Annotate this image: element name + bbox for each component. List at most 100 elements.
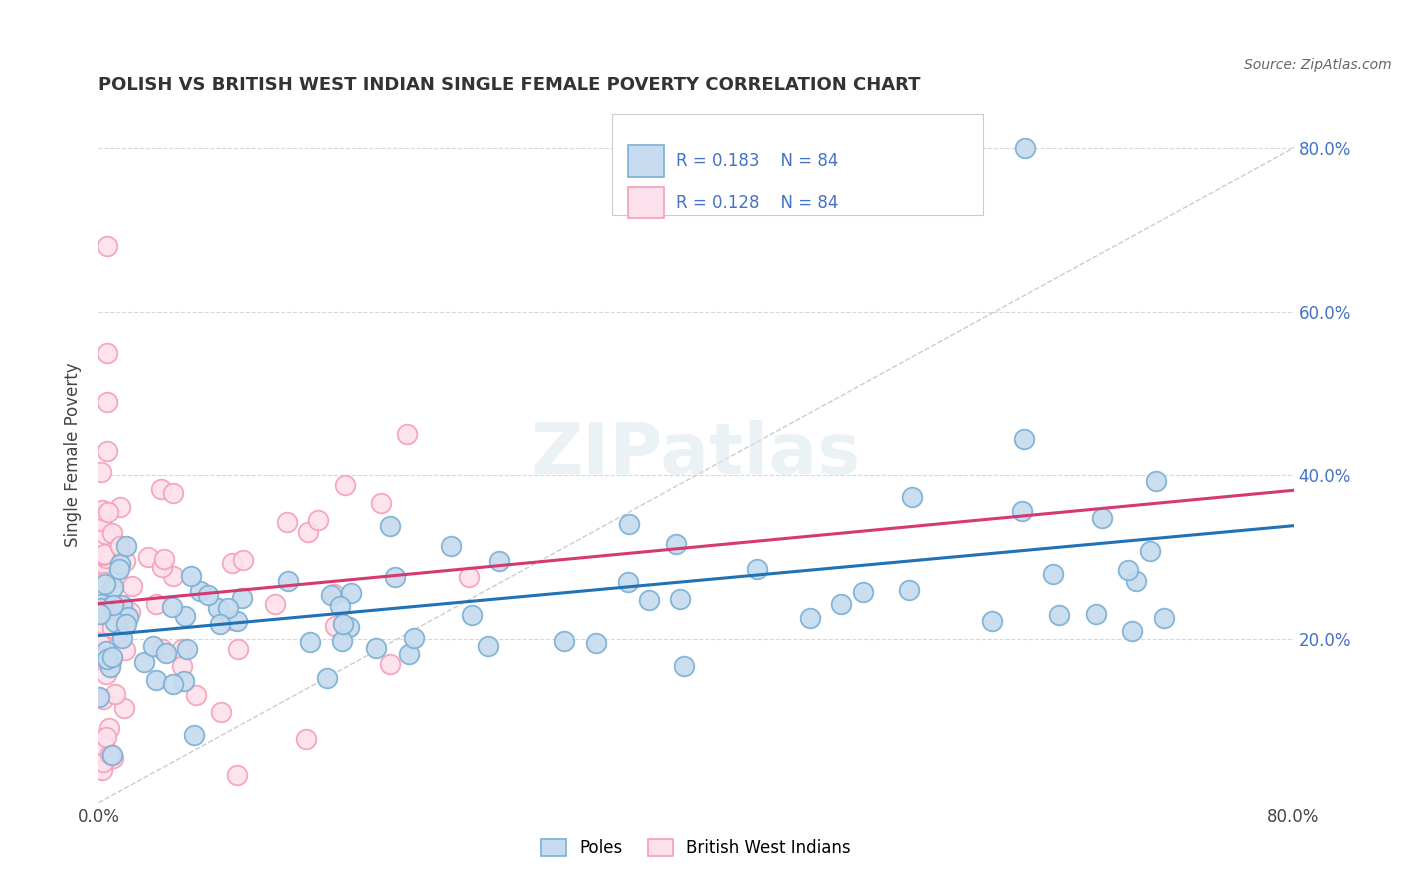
Point [295, 731, 318, 746]
Point [1011, 503, 1033, 517]
Point [440, 539, 463, 553]
Point [477, 639, 499, 653]
Point [89, 606, 111, 620]
Point [981, 614, 1004, 628]
Point [89, 606, 111, 620]
Point [98, 660, 121, 674]
Point [93, 574, 115, 589]
Point [112, 614, 135, 628]
Point [89, 511, 111, 525]
Point [153, 551, 176, 566]
Point [89, 607, 111, 622]
Point [101, 750, 124, 764]
Point [323, 618, 346, 632]
Point [94, 731, 117, 745]
Point [232, 553, 254, 567]
Point [100, 654, 122, 668]
Point [323, 587, 346, 601]
Point [89, 690, 111, 705]
Point [852, 585, 875, 599]
Point [378, 657, 401, 671]
Point [316, 672, 339, 686]
Point [90, 598, 112, 612]
Point [98, 747, 122, 761]
Point [94, 577, 117, 591]
Point [747, 562, 769, 576]
Point [108, 500, 131, 514]
Point [277, 574, 299, 588]
Point [111, 598, 134, 612]
Point [101, 621, 124, 635]
Point [134, 655, 156, 669]
Point [111, 632, 134, 646]
Point [96, 394, 118, 409]
Point [160, 600, 183, 615]
Point [276, 515, 298, 529]
Point [117, 609, 139, 624]
Point [90, 611, 112, 625]
Point [207, 601, 229, 615]
Point [585, 636, 607, 650]
Point [101, 649, 124, 664]
Point [209, 705, 232, 719]
Point [672, 659, 695, 673]
Point [108, 558, 131, 572]
Point [90, 514, 112, 528]
Point [1139, 544, 1161, 558]
Point [1090, 511, 1112, 525]
Point [103, 580, 125, 594]
Point [96, 652, 118, 666]
Point [209, 616, 232, 631]
Point [142, 640, 165, 654]
Point [91, 592, 114, 607]
Point [176, 641, 198, 656]
Point [96, 443, 118, 458]
Point [226, 614, 249, 628]
Point [91, 549, 114, 563]
Text: ZIPatlas: ZIPatlas [531, 420, 860, 490]
Point [114, 553, 136, 567]
Point [108, 600, 131, 615]
Point [1146, 475, 1168, 489]
Point [617, 516, 640, 531]
Point [830, 597, 852, 611]
Point [93, 527, 115, 541]
Point [332, 616, 354, 631]
Point [136, 550, 159, 565]
Point [149, 482, 172, 496]
Point [87, 618, 110, 632]
Point [226, 641, 249, 656]
Point [94, 617, 117, 632]
FancyBboxPatch shape [628, 187, 664, 219]
Point [93, 547, 115, 561]
Legend: Poles, British West Indians: Poles, British West Indians [534, 832, 858, 864]
Point [108, 624, 131, 639]
Point [96, 345, 118, 359]
Point [298, 635, 321, 649]
Point [91, 599, 114, 614]
Point [263, 598, 285, 612]
Point [94, 550, 117, 565]
Point [162, 486, 184, 500]
Point [162, 677, 184, 691]
Point [402, 631, 425, 645]
Point [94, 667, 117, 681]
Point [94, 558, 117, 573]
Point [170, 641, 193, 656]
Point [162, 569, 184, 583]
Point [1012, 432, 1035, 446]
Point [97, 505, 120, 519]
Point [339, 586, 361, 600]
Point [93, 739, 115, 753]
Point [1014, 141, 1036, 155]
Point [120, 606, 142, 620]
Point [900, 490, 922, 504]
Point [221, 556, 243, 570]
Text: R = 0.128    N = 84: R = 0.128 N = 84 [676, 194, 838, 211]
Point [173, 674, 195, 689]
Point [665, 537, 688, 551]
Point [90, 763, 112, 777]
Point [1042, 566, 1064, 581]
Point [184, 688, 207, 702]
Point [183, 728, 205, 742]
